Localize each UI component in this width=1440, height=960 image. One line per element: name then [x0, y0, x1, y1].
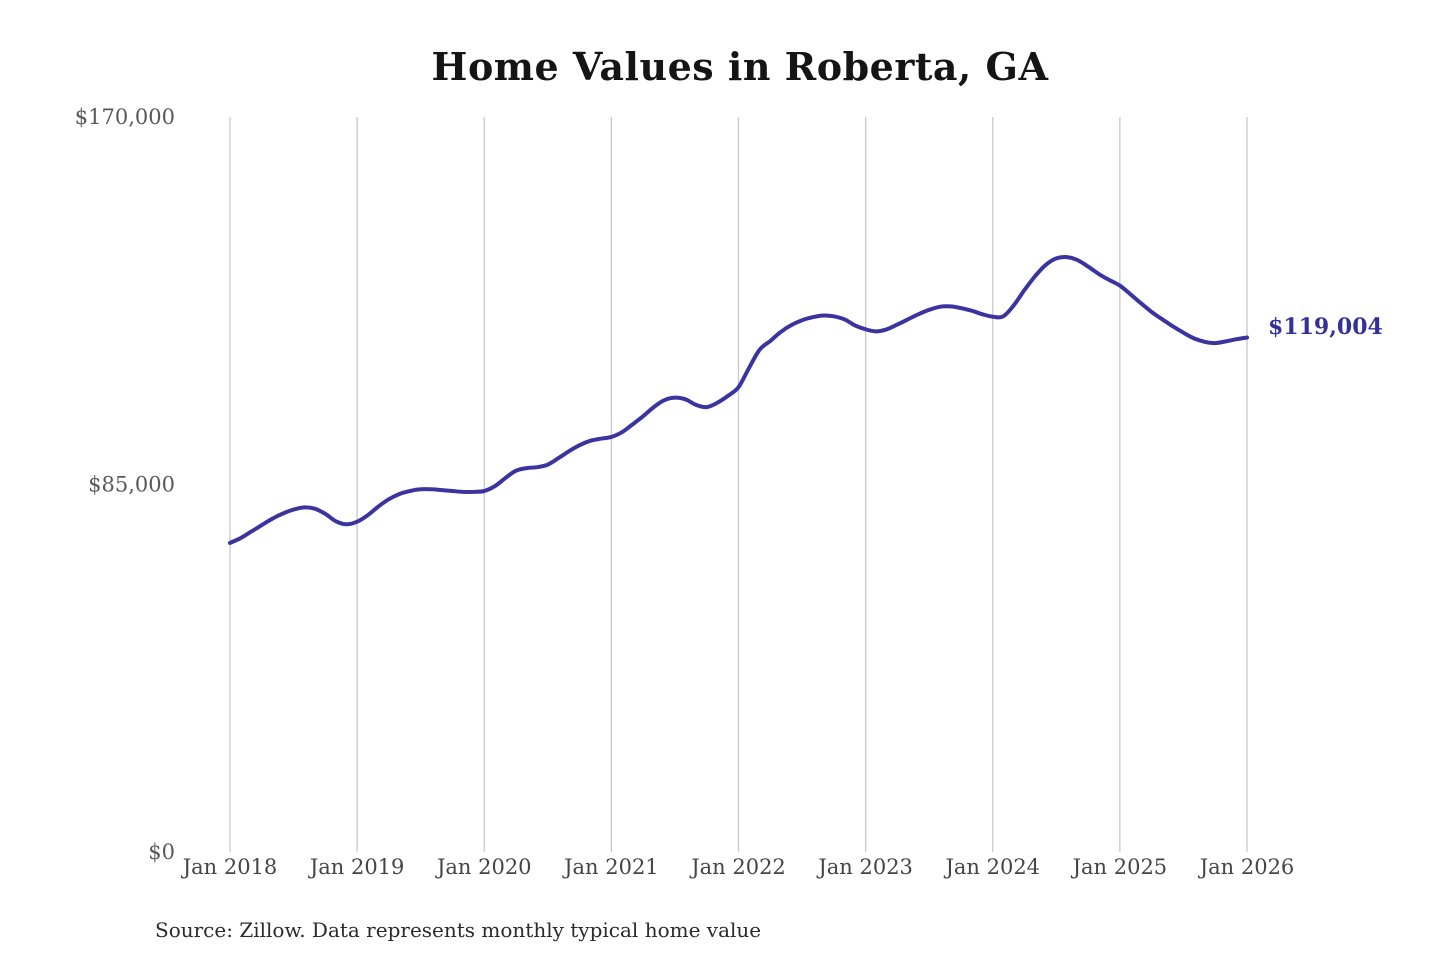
source-note: Source: Zillow. Data represents monthly … [155, 918, 762, 942]
y-axis-tick-label: $170,000 [75, 105, 175, 129]
x-axis-tick-label: Jan 2026 [1198, 855, 1295, 879]
home-value-line [228, 254, 1249, 545]
y-axis-tick-label: $85,000 [88, 473, 175, 497]
x-axis-tick-label: Jan 2022 [689, 855, 786, 879]
x-axis-tick-label: Jan 2021 [562, 855, 659, 879]
chart-title: Home Values in Roberta, GA [431, 44, 1049, 89]
x-axis-tick-label: Jan 2025 [1071, 855, 1168, 879]
x-axis-tick-label: Jan 2018 [181, 855, 278, 879]
y-axis-tick-label: $0 [148, 840, 175, 864]
latest-value-label: $119,004 [1268, 314, 1383, 341]
x-axis-tick-label: Jan 2023 [816, 855, 913, 879]
x-axis-tick-label: Jan 2024 [943, 855, 1040, 879]
x-axis-tick-label: Jan 2019 [308, 855, 405, 879]
x-axis-tick-label: Jan 2020 [435, 855, 532, 879]
